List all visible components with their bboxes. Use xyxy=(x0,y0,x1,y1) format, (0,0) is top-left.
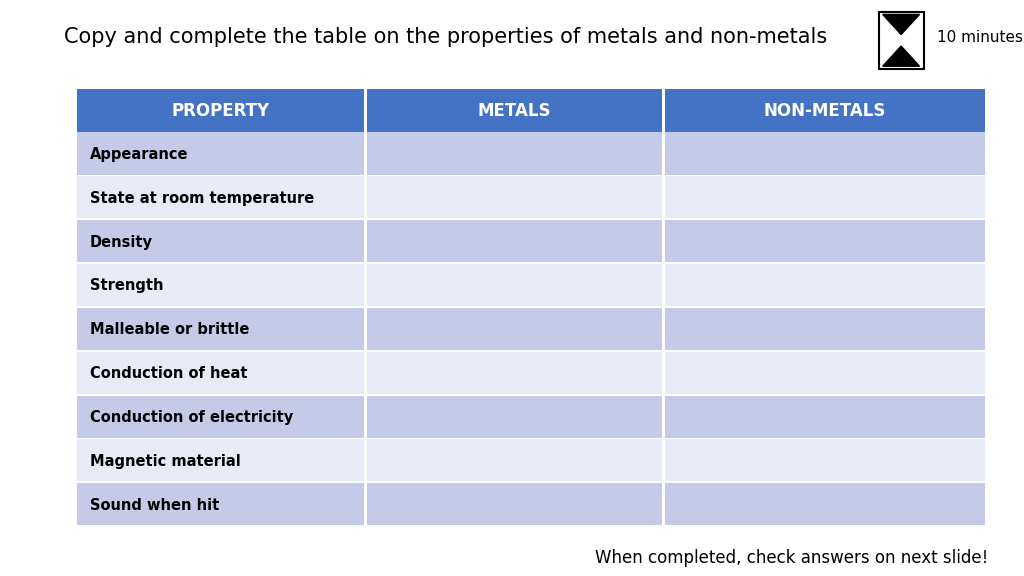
FancyBboxPatch shape xyxy=(665,483,985,525)
Text: Magnetic material: Magnetic material xyxy=(90,454,241,469)
FancyBboxPatch shape xyxy=(77,89,364,132)
FancyBboxPatch shape xyxy=(665,89,985,132)
FancyBboxPatch shape xyxy=(367,439,662,482)
FancyBboxPatch shape xyxy=(665,176,985,218)
FancyBboxPatch shape xyxy=(367,89,662,132)
FancyBboxPatch shape xyxy=(77,439,364,482)
FancyBboxPatch shape xyxy=(77,220,364,262)
FancyBboxPatch shape xyxy=(367,176,662,218)
FancyBboxPatch shape xyxy=(367,132,662,175)
FancyBboxPatch shape xyxy=(665,220,985,262)
FancyBboxPatch shape xyxy=(367,483,662,525)
FancyBboxPatch shape xyxy=(367,308,662,350)
FancyBboxPatch shape xyxy=(77,483,364,525)
Text: When completed, check answers on next slide!: When completed, check answers on next sl… xyxy=(595,548,988,567)
Text: METALS: METALS xyxy=(477,102,551,120)
Text: Malleable or brittle: Malleable or brittle xyxy=(90,322,250,338)
FancyBboxPatch shape xyxy=(77,132,364,175)
Polygon shape xyxy=(883,14,920,35)
FancyBboxPatch shape xyxy=(665,396,985,438)
FancyBboxPatch shape xyxy=(77,176,364,218)
FancyBboxPatch shape xyxy=(77,308,364,350)
Text: Density: Density xyxy=(90,234,154,249)
FancyBboxPatch shape xyxy=(665,352,985,394)
FancyBboxPatch shape xyxy=(77,352,364,394)
Text: NON-METALS: NON-METALS xyxy=(764,102,886,120)
FancyBboxPatch shape xyxy=(367,352,662,394)
FancyBboxPatch shape xyxy=(367,264,662,306)
Text: State at room temperature: State at room temperature xyxy=(90,191,314,206)
Text: 10 minutes: 10 minutes xyxy=(937,30,1023,45)
FancyBboxPatch shape xyxy=(367,396,662,438)
Text: Sound when hit: Sound when hit xyxy=(90,498,219,513)
FancyBboxPatch shape xyxy=(665,439,985,482)
Text: Strength: Strength xyxy=(90,278,164,293)
FancyBboxPatch shape xyxy=(77,396,364,438)
Polygon shape xyxy=(883,46,920,66)
FancyBboxPatch shape xyxy=(665,308,985,350)
FancyBboxPatch shape xyxy=(77,264,364,306)
FancyBboxPatch shape xyxy=(665,264,985,306)
Text: Appearance: Appearance xyxy=(90,147,188,162)
FancyBboxPatch shape xyxy=(665,132,985,175)
Text: Copy and complete the table on the properties of metals and non-metals: Copy and complete the table on the prope… xyxy=(63,28,827,47)
Text: Conduction of electricity: Conduction of electricity xyxy=(90,410,293,425)
Text: PROPERTY: PROPERTY xyxy=(171,102,269,120)
Text: Conduction of heat: Conduction of heat xyxy=(90,366,248,381)
FancyBboxPatch shape xyxy=(367,220,662,262)
